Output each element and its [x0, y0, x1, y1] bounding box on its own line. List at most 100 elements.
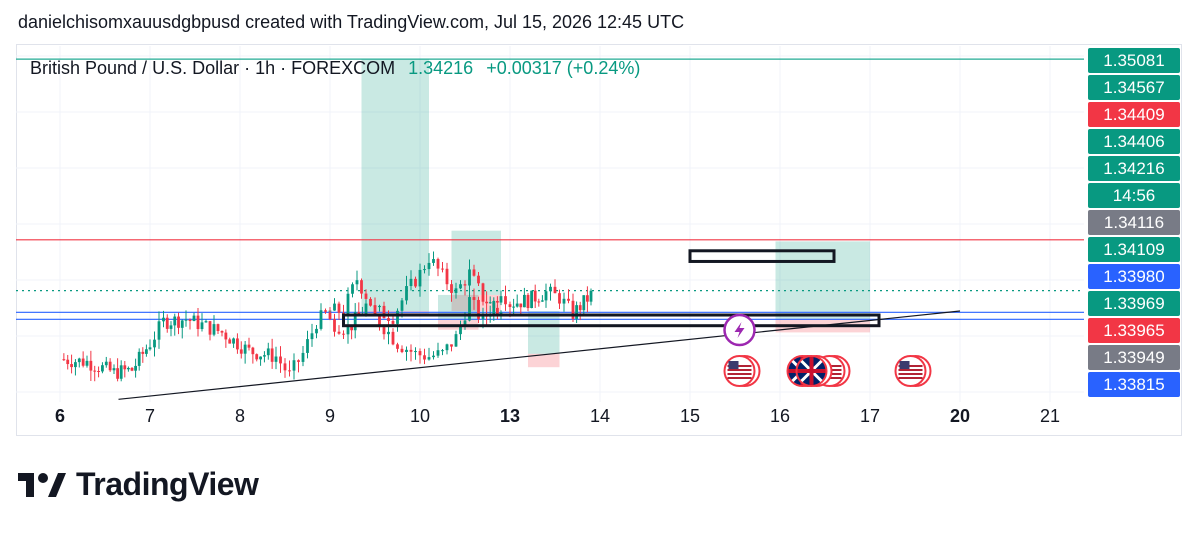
candle-body — [357, 312, 361, 315]
candle-body — [427, 357, 431, 360]
candle-body — [204, 321, 208, 323]
price-label-box — [1088, 75, 1180, 100]
loss-zone — [451, 294, 501, 311]
price-label-box — [1088, 183, 1180, 208]
candle-body — [396, 310, 399, 324]
candle-body — [409, 278, 413, 287]
candle-body — [405, 349, 408, 353]
candle-body — [414, 278, 417, 287]
candle-body — [400, 348, 404, 353]
flag-stripe — [898, 377, 923, 379]
flag-stripe — [898, 373, 923, 375]
x-tick-label: 8 — [235, 406, 245, 426]
candle-body — [328, 312, 332, 320]
x-tick-label: 16 — [770, 406, 790, 426]
candle-body — [400, 300, 404, 311]
candle-body — [477, 299, 480, 319]
price-label: 1.35081 — [1103, 51, 1164, 70]
candle-body — [119, 365, 123, 379]
candle-body — [533, 290, 537, 302]
candle-body — [391, 320, 395, 324]
candle-body — [346, 293, 350, 316]
brand-name: TradingView — [76, 466, 259, 502]
candle-body — [141, 351, 145, 354]
price-label-box — [1088, 264, 1180, 289]
price-label: 14:56 — [1113, 186, 1156, 205]
candle-body — [459, 325, 462, 335]
candle-body — [582, 295, 586, 311]
candle-body — [441, 268, 444, 270]
candle-body — [165, 317, 169, 329]
candle-body — [77, 358, 81, 363]
price-label-box — [1088, 156, 1180, 181]
candle-body — [423, 355, 426, 360]
candle-body — [567, 298, 570, 301]
price-change: +0.00317 (+0.24%) — [486, 58, 641, 78]
candle-body — [145, 349, 148, 354]
candle-body — [423, 269, 426, 271]
chart-caption: danielchisomxauusdgbpusd created with Tr… — [18, 12, 685, 32]
candle-body — [306, 339, 309, 353]
candle-body — [184, 319, 188, 321]
symbol-legend[interactable]: British Pound / U.S. Dollar · 1h · FOREX… — [30, 58, 640, 79]
candle-body — [496, 307, 499, 314]
flag-stripe — [727, 373, 752, 375]
candle-body — [274, 356, 278, 362]
candle-body — [220, 331, 224, 333]
candle-body — [243, 344, 247, 354]
x-tick-label: 20 — [950, 406, 970, 426]
flag-stripe — [727, 369, 752, 371]
candle-body — [173, 316, 177, 326]
price-label: 1.34567 — [1103, 78, 1164, 97]
profit-zone — [451, 230, 501, 295]
lightning-glyph — [734, 322, 745, 338]
price-label-box — [1088, 291, 1180, 316]
flag-stripe — [727, 377, 752, 379]
candle-body — [586, 295, 589, 302]
x-tick-label: 17 — [860, 406, 880, 426]
candle-body — [378, 316, 381, 328]
candle-body — [519, 303, 523, 308]
loss-zone — [528, 353, 560, 368]
candle-body — [454, 288, 458, 293]
candle-body — [297, 360, 300, 362]
profit-zone — [361, 59, 429, 274]
x-tick-label: 10 — [410, 406, 430, 426]
x-tick-label: 15 — [680, 406, 700, 426]
candle-body — [481, 315, 485, 319]
candle-body — [504, 296, 507, 305]
candle-body — [468, 269, 471, 286]
x-tick-label: 9 — [325, 406, 335, 426]
candle-body — [157, 321, 161, 340]
candle-body — [499, 312, 503, 314]
candle-body — [81, 358, 85, 366]
candle-body — [355, 280, 359, 285]
candle-body — [396, 344, 399, 349]
candle-body — [558, 293, 561, 304]
flag-stripe — [727, 365, 752, 367]
candle-body — [224, 332, 228, 340]
candle-body — [162, 317, 165, 322]
price-label: 1.34409 — [1103, 105, 1164, 124]
candle-body — [414, 351, 417, 353]
candle-body — [169, 325, 173, 329]
candle-body — [200, 322, 204, 330]
candle-body — [333, 303, 336, 311]
candle-body — [216, 324, 220, 332]
candle-body — [74, 362, 77, 368]
x-tick-label: 21 — [1040, 406, 1060, 426]
candle-body — [236, 338, 239, 350]
candle-body — [337, 331, 341, 334]
tradingview-logo[interactable]: TradingView — [18, 466, 259, 503]
drawn-rectangle — [342, 313, 881, 328]
price-label-box — [1088, 48, 1180, 73]
candle-body — [127, 367, 130, 370]
profit-zone — [361, 273, 429, 311]
candle-body — [270, 348, 274, 362]
candle-body — [319, 310, 323, 329]
candle-body — [247, 344, 251, 348]
candle-body — [360, 280, 363, 294]
candle-body — [387, 331, 390, 335]
candle-body — [488, 302, 492, 304]
